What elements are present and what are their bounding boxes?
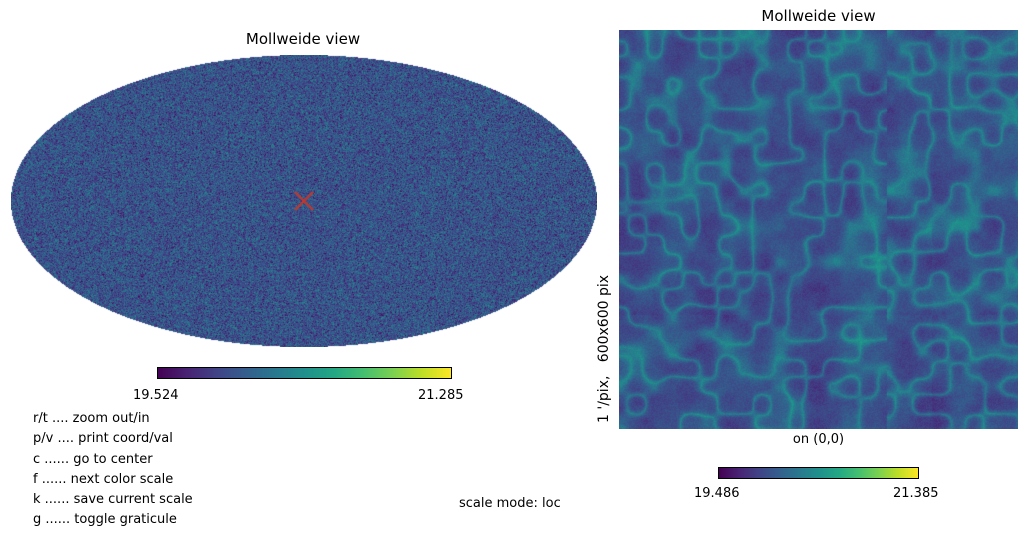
zoom-ylabel: 1 '/pix, 600x600 pix bbox=[596, 274, 612, 423]
help-item-center: c ...... go to center bbox=[33, 451, 153, 467]
help-item-graticule: g ...... toggle graticule bbox=[33, 512, 177, 528]
help-item-zoom: r/t .... zoom out/in bbox=[33, 411, 150, 426]
zoom-colorbar bbox=[718, 467, 919, 479]
mollweide-colorbar-min: 19.524 bbox=[133, 388, 179, 403]
zoom-title: Mollweide view bbox=[761, 7, 876, 25]
zoom-colorbar-min: 19.486 bbox=[694, 486, 740, 501]
help-item-save-scale: k ...... save current scale bbox=[33, 492, 193, 508]
keyboard-help-list: r/t .... zoom out/in p/v .... print coor… bbox=[33, 409, 193, 531]
help-item-print: p/v .... print coord/val bbox=[33, 431, 173, 447]
scale-mode-label: scale mode: loc bbox=[459, 496, 561, 511]
help-item-color-scale: f ...... next color scale bbox=[33, 471, 174, 487]
zoom-map[interactable] bbox=[619, 30, 1018, 429]
mollweide-colorbar-max: 21.285 bbox=[418, 388, 464, 403]
center-cross-icon bbox=[294, 191, 314, 211]
zoom-colorbar-max: 21.385 bbox=[893, 486, 939, 501]
mollweide-title: Mollweide view bbox=[245, 30, 361, 48]
mollweide-colorbar bbox=[157, 367, 452, 379]
zoom-xlabel: on (0,0) bbox=[792, 432, 845, 447]
